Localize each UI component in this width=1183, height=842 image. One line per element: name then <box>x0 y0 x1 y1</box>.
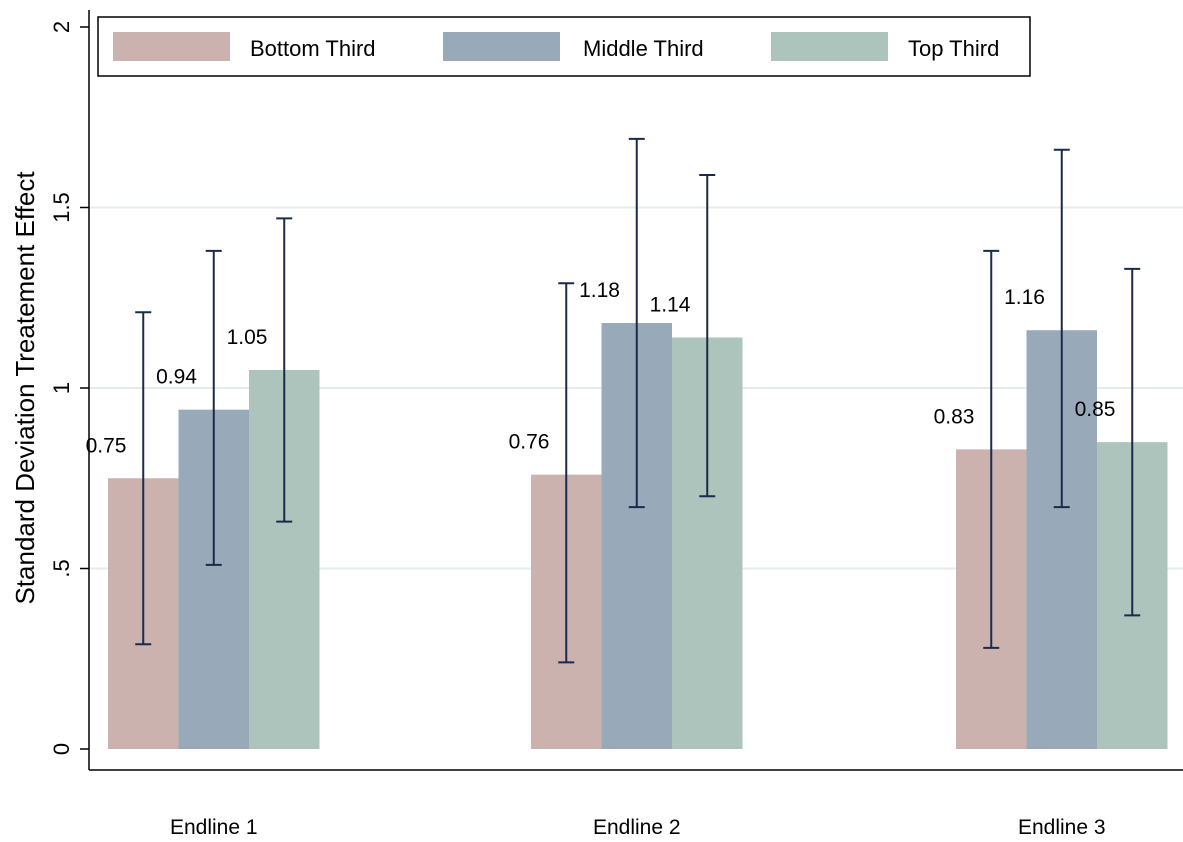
data-label: 1.18 <box>579 279 620 302</box>
y-tick-label: 0 <box>49 743 74 755</box>
legend: Bottom Third Middle Third Top Third <box>97 16 1031 77</box>
legend-swatch <box>771 32 888 61</box>
data-label: 1.16 <box>1004 286 1045 309</box>
y-axis-title: Standard Deviation Treatement Effect <box>10 171 40 605</box>
x-category-label: Endline 1 <box>170 816 258 839</box>
axes <box>88 10 1183 771</box>
legend-frame <box>97 16 1031 77</box>
data-label: 0.76 <box>509 431 550 454</box>
legend-label: Bottom Third <box>250 36 376 61</box>
y-ticks: 0 .5 1 1.5 2 <box>49 21 89 755</box>
data-label: 0.75 <box>86 434 127 457</box>
legend-label: Top Third <box>908 36 999 61</box>
y-tick-label: .5 <box>49 559 74 577</box>
category-labels: Endline 1 Endline 2 Endline 3 <box>170 816 1106 839</box>
data-label: 1.14 <box>650 293 691 316</box>
legend-swatch <box>113 32 230 61</box>
bars <box>108 323 1168 749</box>
y-tick-label: 1 <box>49 382 74 394</box>
x-category-label: Endline 3 <box>1018 816 1106 839</box>
y-tick-label: 1.5 <box>49 192 74 223</box>
x-category-label: Endline 2 <box>593 816 681 839</box>
data-labels: 0.75 0.76 0.83 0.94 1.18 1.16 1.05 1.14 0.85 <box>86 279 1116 457</box>
y-tick-label: 2 <box>49 21 74 33</box>
legend-swatch <box>443 32 560 61</box>
data-label: 0.94 <box>156 366 197 389</box>
data-label: 0.83 <box>934 405 975 428</box>
data-label: 1.05 <box>227 326 268 349</box>
error-bars <box>135 137 1141 664</box>
legend-label: Middle Third <box>583 36 704 61</box>
data-label: 0.85 <box>1075 398 1116 421</box>
